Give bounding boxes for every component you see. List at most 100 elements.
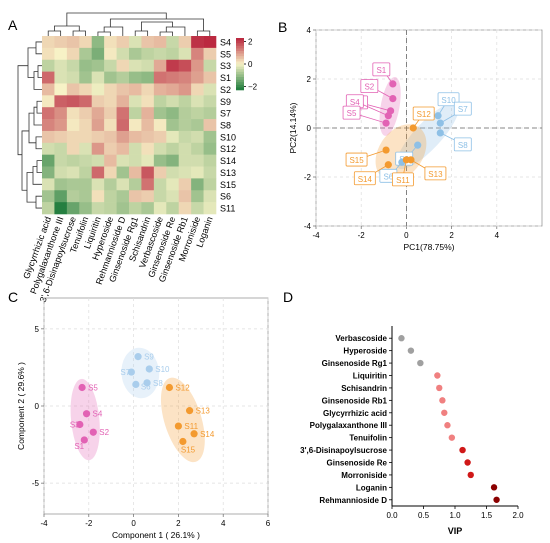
x-tick-label: 0.5 — [418, 511, 430, 520]
heatmap-cell — [91, 36, 105, 49]
heatmap-cell — [166, 95, 180, 108]
heatmap-cell — [166, 178, 180, 191]
label-box — [412, 106, 435, 121]
heatmap-cell — [66, 130, 80, 144]
heatmap-cell — [79, 190, 93, 203]
heatmap-cell — [104, 119, 117, 132]
dendrogram-branch — [165, 26, 186, 36]
dendrogram-branch — [47, 30, 62, 36]
heatmap-cell — [116, 166, 130, 179]
heatmap-cell — [42, 178, 55, 191]
heatmap-cell — [54, 83, 68, 96]
heatmap-cell — [116, 47, 130, 61]
dendrogram-branch — [54, 25, 80, 31]
point-label: S8 — [458, 141, 468, 150]
dendrogram-branch — [35, 195, 42, 209]
heatmap-row-label: S7 — [220, 109, 231, 119]
heatmap-cell — [178, 47, 192, 61]
dendrogram-branch — [36, 100, 42, 114]
heatmap-cell — [129, 71, 142, 84]
data-point — [190, 430, 198, 438]
vip-plot-panel: 0.0 0.5 1.0 1.5 2.0 Verbascoside Hyperoside Gin… — [300, 326, 524, 536]
heatmap-cell — [141, 202, 155, 215]
x-tick-label: 4 — [495, 231, 500, 240]
x-tick-label: -4 — [312, 231, 320, 240]
heatmap-cell — [203, 59, 217, 72]
point-label: S10 — [441, 96, 456, 105]
heatmap-cell — [42, 190, 55, 203]
point-label: S13 — [428, 170, 443, 179]
y-tick-label: -4 — [304, 222, 312, 231]
heatmap-cell — [91, 47, 105, 61]
category-label: Polygalaxanthone III — [310, 421, 387, 430]
heatmap-row-label: S13 — [220, 168, 236, 178]
heatmap-cell — [104, 36, 117, 49]
heatmap-cell — [116, 36, 130, 49]
heatmap-cell — [153, 202, 167, 215]
category-label: Rehmannioside D — [319, 496, 387, 505]
point-label: S5 — [88, 383, 98, 392]
heatmap-cell — [203, 95, 217, 108]
y-tick-label: 2 — [307, 75, 312, 84]
heatmap-cell — [66, 190, 80, 203]
category-label: Liquiritin — [353, 372, 387, 381]
category-label: Ginsenoside Rb1 — [322, 396, 388, 405]
label-box — [345, 152, 368, 167]
x-tick-label: -2 — [85, 519, 93, 528]
legend-color-step — [236, 64, 244, 67]
heatmap-cell — [191, 36, 204, 49]
heatmap-cell — [54, 202, 68, 215]
heatmap-cell — [203, 202, 217, 215]
heatmap-cell — [153, 166, 167, 179]
point-label: S3 — [70, 421, 80, 430]
dendrogram-branch — [21, 130, 29, 191]
heatmap-cell — [141, 142, 155, 155]
heatmap-cell — [91, 130, 105, 144]
heatmap-cell — [66, 107, 80, 120]
heatmap-cell — [191, 83, 204, 96]
heatmap-cell — [66, 71, 80, 84]
heatmap-cell — [116, 190, 130, 203]
heatmap-cell — [153, 71, 167, 84]
point-label: S1 — [74, 442, 84, 451]
legend-color-step — [236, 87, 244, 91]
heatmap-cell — [54, 47, 68, 61]
point-label: S4 — [93, 410, 103, 419]
point-label: S15 — [181, 445, 196, 454]
heatmap-cell — [203, 36, 217, 49]
heatmap-cell — [153, 47, 167, 61]
label-box — [453, 101, 472, 116]
vip-point — [407, 347, 415, 354]
heatmap-cell — [66, 95, 80, 108]
dendrogram-branch — [32, 166, 42, 185]
y-axis-label: PC2(14.14%) — [288, 102, 298, 153]
x-tick-label: 6 — [266, 519, 271, 528]
heatmap-cell — [203, 71, 217, 84]
heatmap-cell — [166, 119, 180, 132]
legend-color-step — [236, 48, 244, 52]
x-axis-label: VIP — [448, 526, 463, 536]
heatmap-cell — [104, 154, 117, 167]
heatmap-cell — [54, 107, 68, 120]
heatmap-cell — [66, 178, 80, 191]
heatmap-cell — [91, 166, 105, 179]
heatmap-cell — [91, 71, 105, 84]
panel-letter-d: D — [283, 289, 293, 305]
point-label: S9 — [144, 353, 154, 362]
point-label: S14 — [358, 175, 373, 184]
heatmap-cell — [66, 142, 80, 155]
dendrogram-branch — [36, 160, 42, 173]
dendrogram-branch — [196, 30, 211, 36]
heatmap-row-label: S1 — [220, 73, 231, 83]
heatmap-row-label: S11 — [220, 204, 235, 214]
category-label: Morroniside — [341, 471, 387, 480]
x-axis-label: Component 1 ( 26.1% ) — [112, 530, 200, 540]
point-label: S4 — [350, 98, 360, 107]
point-label: S15 — [349, 156, 364, 165]
heatmap-cell — [54, 154, 68, 167]
heatmap-cell — [116, 59, 130, 72]
heatmap-cell — [79, 142, 93, 155]
x-tick-label: 1.0 — [449, 511, 461, 520]
heatmap-cell — [91, 95, 105, 108]
